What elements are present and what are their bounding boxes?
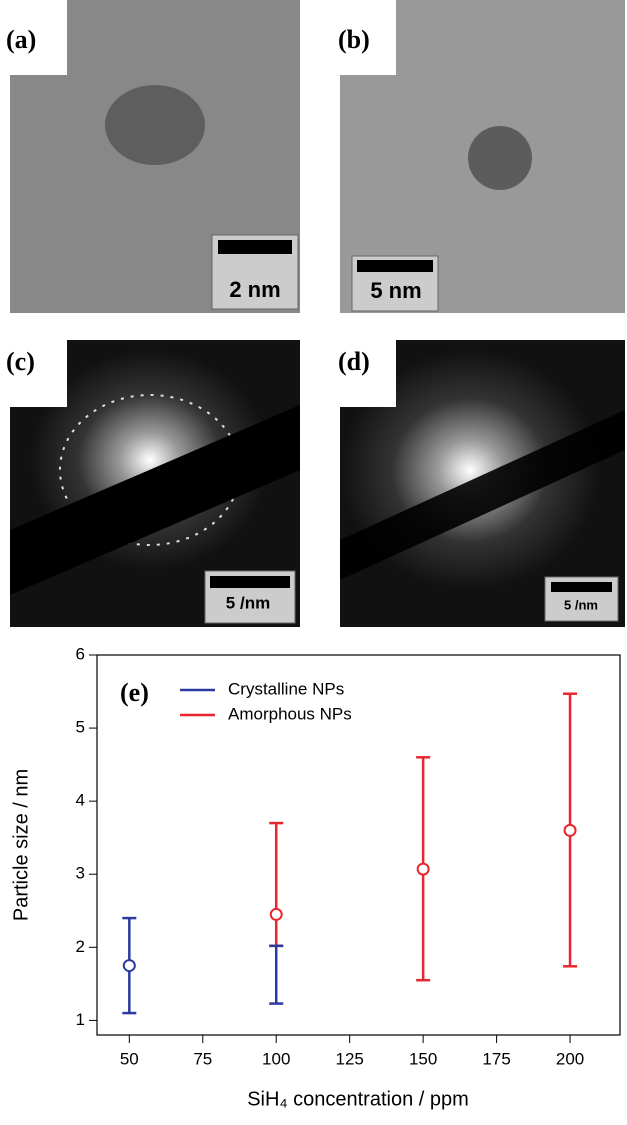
x-tick-label: 100: [262, 1049, 290, 1068]
y-tick-label: 3: [76, 864, 85, 883]
panel-label: (a): [6, 25, 36, 54]
panel-label: (d): [338, 347, 370, 376]
x-axis-label: SiH₄ concentration / ppm: [247, 1088, 469, 1110]
scale-label: 5 /nm: [226, 593, 270, 612]
legend-label: Crystalline NPs: [228, 679, 344, 698]
x-tick-label: 75: [193, 1049, 212, 1068]
error-bar: [269, 821, 284, 948]
chart: (e) SiH₄ concentration / ppm Particle si…: [10, 644, 621, 1110]
panel-label: (e): [120, 678, 149, 707]
y-axis-label: Particle size / nm: [10, 769, 32, 921]
x-tick-label: 200: [556, 1049, 584, 1068]
y-tick-label: 4: [76, 791, 85, 810]
scale-label: 2 nm: [229, 277, 280, 302]
scale-label: 5 nm: [370, 278, 421, 303]
error-bar: [269, 944, 284, 1005]
plot-frame: [96, 654, 621, 1036]
label-boxes: (a) (b) (c) (d): [0, 0, 396, 407]
x-tick-label: 175: [482, 1049, 510, 1068]
panel-label: (c): [6, 347, 35, 376]
point: [416, 862, 430, 876]
y-tick-label: 1: [76, 1010, 85, 1029]
x-tick-label: 150: [409, 1049, 437, 1068]
point: [269, 907, 283, 921]
y-tick-label: 2: [76, 937, 85, 956]
y-tick-label: 5: [76, 718, 85, 737]
x-tick-label: 125: [335, 1049, 363, 1068]
y-tick-label: 6: [76, 644, 85, 663]
point: [563, 823, 577, 837]
x-tick-label: 50: [120, 1049, 139, 1068]
scale-bars: 2 nm 5 nm 5 /nm 5 /nm: [204, 234, 619, 624]
point: [122, 959, 136, 973]
panel-label: (b): [338, 25, 370, 54]
legend-label: Amorphous NPs: [228, 704, 352, 723]
scale-label: 5 /nm: [564, 597, 598, 612]
